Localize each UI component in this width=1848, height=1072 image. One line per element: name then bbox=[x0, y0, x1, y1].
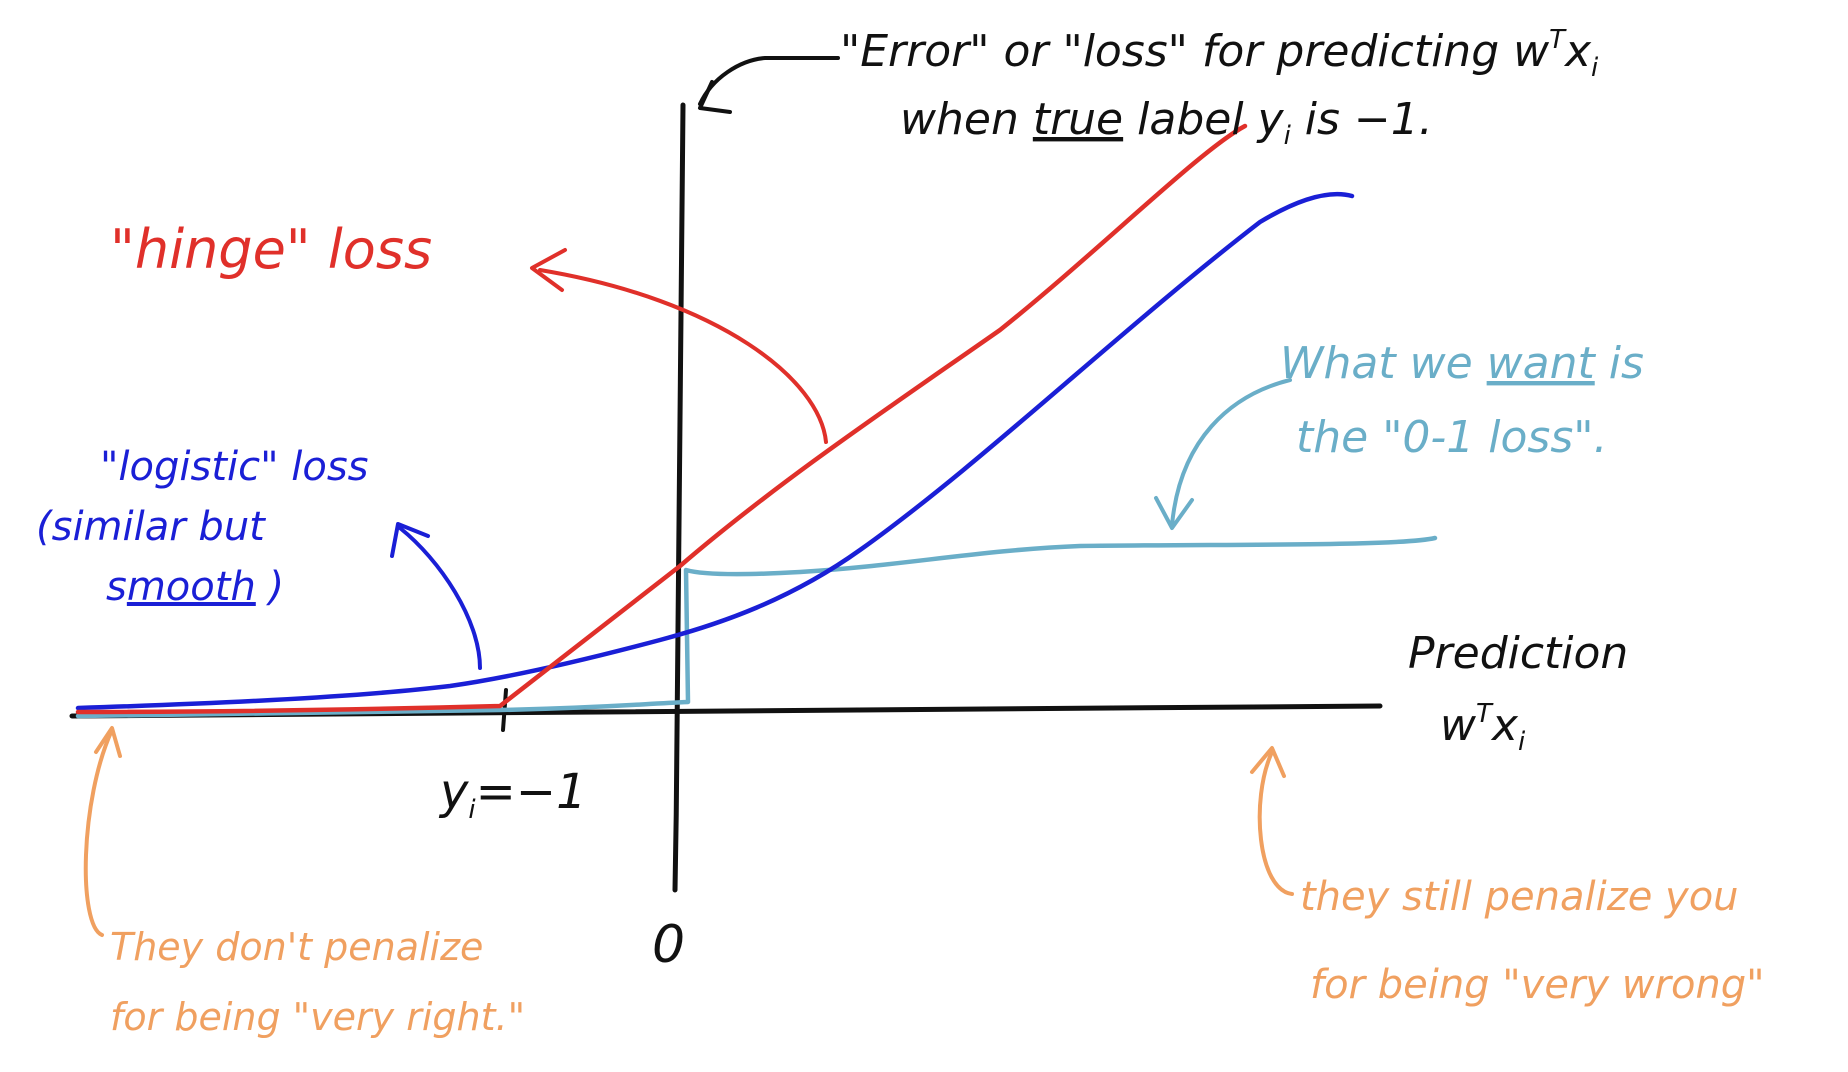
left-note-line-2: for being "very right." bbox=[110, 995, 525, 1039]
tick-label-minus1: yi=−1 bbox=[438, 764, 587, 825]
zero-one-loss-curve bbox=[75, 535, 1438, 719]
logistic-loss-curve bbox=[75, 191, 1355, 711]
zero-one-pointer-arrow bbox=[1170, 378, 1292, 527]
left-note-arrowhead bbox=[94, 726, 122, 758]
logistic-pointer-arrow bbox=[398, 526, 482, 670]
right-note-line-2: for being "very wrong" bbox=[1310, 962, 1765, 1008]
logistic-loss-label-2: (similar but bbox=[36, 504, 266, 550]
right-note-arrow bbox=[1257, 750, 1294, 896]
title-line-2: when true label yi is −1. bbox=[900, 94, 1433, 151]
x-axis-label-2: wTxi bbox=[1440, 699, 1526, 757]
logistic-loss-label-3: smooth ) bbox=[106, 564, 284, 610]
logistic-loss-label-1: "logistic" loss bbox=[100, 444, 369, 490]
title-pointer-arrow bbox=[698, 56, 840, 106]
hinge-loss-label: "hinge" loss bbox=[110, 218, 432, 281]
hinge-pointer-arrow bbox=[538, 268, 828, 444]
zero-one-loss-label-1: What we want is bbox=[1280, 338, 1644, 389]
hinge-loss-curve bbox=[75, 123, 1248, 715]
left-note-line-1: They don't penalize bbox=[110, 925, 483, 969]
left-note-arrow bbox=[83, 728, 114, 937]
right-note-arrowhead bbox=[1250, 746, 1286, 778]
zero-one-arrowhead bbox=[1154, 496, 1194, 530]
title-arrowhead bbox=[698, 80, 732, 114]
title-line-1: "Error" or "loss" for predicting wTxi bbox=[840, 25, 1599, 83]
tick-label-zero: 0 bbox=[652, 915, 685, 975]
x-axis-label-1: Prediction bbox=[1408, 628, 1628, 679]
hinge-arrowhead bbox=[530, 248, 567, 292]
zero-one-loss-label-2: the "0-1 loss". bbox=[1296, 412, 1608, 463]
right-note-line-1: they still penalize you bbox=[1300, 874, 1739, 920]
logistic-arrowhead bbox=[390, 522, 430, 558]
y-axis bbox=[672, 102, 686, 893]
